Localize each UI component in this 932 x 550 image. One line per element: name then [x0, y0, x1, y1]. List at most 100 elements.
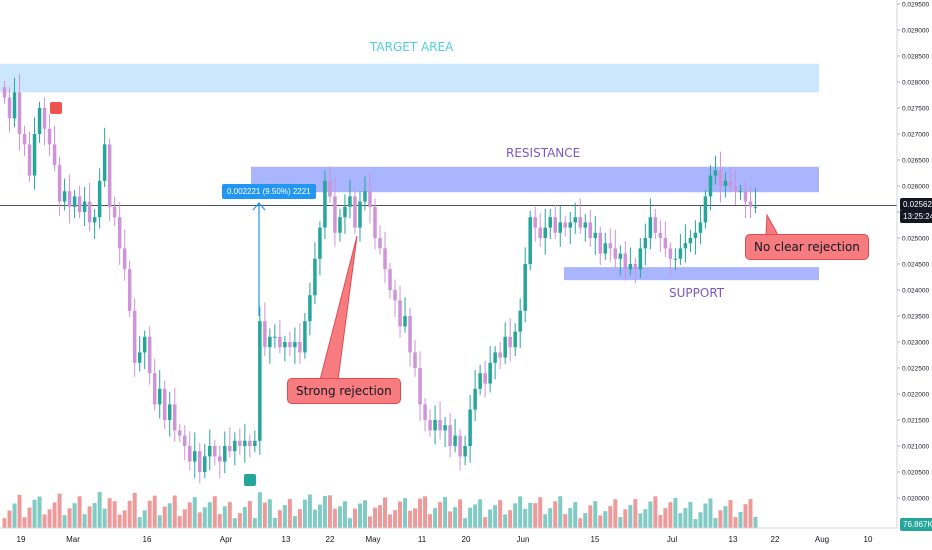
- candle-body: [613, 248, 618, 259]
- volume-bar: [648, 501, 653, 528]
- candle-body: [478, 373, 482, 389]
- volume-bar: [483, 517, 488, 528]
- candle-body: [112, 206, 117, 218]
- volume-bar: [673, 498, 678, 528]
- volume-bar: [533, 503, 538, 528]
- volume-bar: [653, 496, 658, 528]
- candle-body: [142, 336, 147, 353]
- candle-body: [303, 321, 307, 353]
- volume-bar: [262, 502, 267, 528]
- candle-body: [67, 191, 72, 207]
- candle-body: [32, 134, 37, 176]
- strong-rejection-callout[interactable]: Strong rejection: [287, 378, 401, 404]
- volume-bar: [162, 506, 167, 528]
- price-tick-label: 0.023000: [902, 340, 929, 347]
- volume-bar: [97, 492, 102, 528]
- volume-bar: [177, 516, 182, 528]
- candle-body: [182, 435, 187, 446]
- candle-body: [57, 165, 62, 202]
- volume-bar: [12, 503, 17, 528]
- volume-bar: [728, 500, 733, 528]
- candle-body: [208, 446, 212, 457]
- volume-bar: [62, 515, 67, 528]
- candle-body: [363, 191, 367, 202]
- candle-body: [603, 243, 608, 254]
- strong-rejection-pointer: [319, 235, 358, 381]
- volume-bar: [553, 501, 558, 528]
- volume-bar: [67, 508, 72, 528]
- volume-bar: [618, 517, 623, 528]
- candle-body: [72, 196, 77, 207]
- candle-body: [228, 446, 232, 452]
- time-tick-label: 13: [282, 535, 291, 544]
- candle-body: [393, 290, 397, 301]
- candle-body: [47, 128, 52, 145]
- candle-body: [568, 222, 573, 228]
- candle-body: [723, 180, 728, 186]
- price-tick-label: 0.027500: [902, 106, 929, 113]
- candle-body: [127, 269, 132, 311]
- volume-bar: [222, 506, 227, 528]
- volume-bar: [292, 516, 297, 528]
- candle-body: [107, 144, 112, 207]
- candle-body: [238, 440, 242, 446]
- volume-bar: [428, 514, 433, 528]
- candle-body: [563, 222, 567, 228]
- volume-bar: [37, 496, 42, 528]
- volume-bar: [327, 495, 332, 528]
- candle-body: [187, 446, 192, 462]
- volume-bar: [698, 512, 703, 528]
- candle-body: [438, 420, 442, 431]
- volume-bar: [573, 502, 578, 528]
- candle-body: [508, 336, 512, 348]
- volume-bar: [738, 512, 743, 528]
- volume-bar: [102, 508, 107, 528]
- candle-body: [283, 342, 287, 348]
- candle-body: [688, 238, 693, 244]
- volume-bar: [322, 495, 327, 528]
- volume-bar: [393, 510, 398, 528]
- candle-body: [213, 446, 217, 457]
- volume-bar: [633, 499, 638, 528]
- candle-body: [743, 191, 748, 202]
- price-tick-label: 0.028500: [902, 54, 929, 61]
- candle-body: [368, 191, 372, 207]
- price-tick-label: 0.028000: [902, 80, 929, 87]
- candle-body: [122, 248, 127, 270]
- candle-body: [318, 227, 322, 259]
- candle-body: [2, 87, 7, 98]
- volume-bar: [187, 502, 192, 528]
- price-range-measure-label[interactable]: 0.002221 (9.50%) 2221: [222, 184, 316, 199]
- candle-body: [463, 446, 467, 457]
- no-clear-rejection-callout[interactable]: No clear rejection: [745, 234, 869, 260]
- candle-body: [117, 217, 122, 249]
- volume-tag: 76.867K: [900, 518, 932, 531]
- candle-body: [223, 446, 227, 462]
- volume-bar: [663, 508, 668, 528]
- volume-bar: [282, 505, 287, 528]
- volume-bar: [127, 500, 132, 528]
- volume-bar: [438, 502, 443, 528]
- candle-body: [147, 336, 152, 374]
- time-tick-label: 13: [729, 535, 738, 544]
- volume-bar: [332, 508, 337, 528]
- candle-body: [288, 342, 292, 348]
- candle-body: [498, 352, 502, 358]
- support-label: SUPPORT: [669, 286, 725, 300]
- volume-bar: [302, 499, 307, 528]
- volume-bar: [137, 517, 142, 528]
- time-tick-label: Jul: [667, 535, 677, 544]
- candle-body: [278, 336, 282, 348]
- volume-bar: [317, 504, 322, 528]
- candle-body: [388, 269, 392, 290]
- candle-body: [62, 191, 67, 202]
- volume-bar: [668, 502, 673, 528]
- candle-body: [258, 321, 262, 441]
- candle-body: [22, 134, 27, 145]
- candle-body: [718, 170, 723, 186]
- time-tick-label: Mar: [66, 535, 80, 544]
- volume-bar: [347, 518, 352, 528]
- volume-bar: [468, 507, 473, 528]
- volume-bar: [182, 509, 187, 528]
